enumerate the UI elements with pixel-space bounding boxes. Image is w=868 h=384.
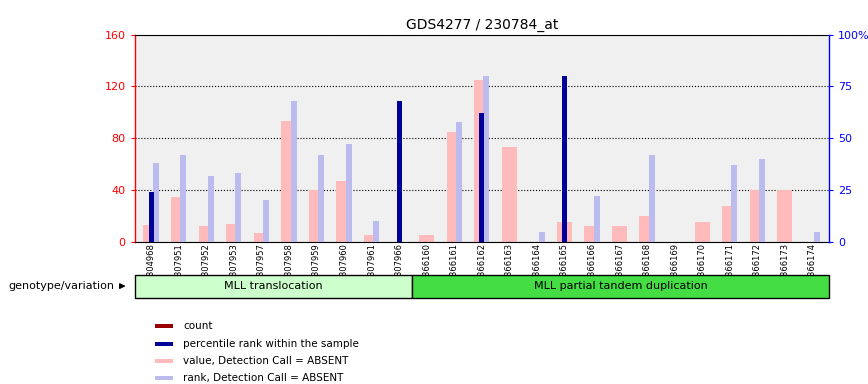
Bar: [337, 181, 352, 242]
Text: MLL partial tandem duplication: MLL partial tandem duplication: [534, 281, 707, 291]
Bar: [483, 76, 490, 242]
Bar: [750, 190, 765, 242]
Bar: [447, 132, 462, 242]
Bar: [732, 165, 738, 242]
Bar: [345, 144, 352, 242]
Bar: [291, 101, 297, 242]
Bar: [155, 376, 173, 380]
Text: genotype/variation: genotype/variation: [9, 281, 115, 291]
Bar: [557, 222, 572, 242]
Bar: [153, 163, 159, 242]
Bar: [263, 200, 269, 242]
Bar: [135, 275, 412, 298]
Bar: [181, 155, 187, 242]
Bar: [640, 216, 654, 242]
Bar: [281, 121, 297, 242]
Bar: [759, 159, 765, 242]
Bar: [143, 225, 159, 242]
Bar: [207, 175, 214, 242]
Text: rank, Detection Call = ABSENT: rank, Detection Call = ABSENT: [183, 373, 344, 383]
Bar: [373, 221, 379, 242]
Text: MLL translocation: MLL translocation: [224, 281, 323, 291]
Bar: [474, 80, 490, 242]
Bar: [309, 190, 324, 242]
Bar: [318, 155, 324, 242]
Bar: [253, 233, 269, 242]
Bar: [155, 359, 173, 363]
Bar: [235, 174, 241, 242]
Bar: [722, 206, 737, 242]
Text: percentile rank within the sample: percentile rank within the sample: [183, 339, 359, 349]
Bar: [562, 86, 567, 242]
Bar: [594, 196, 600, 242]
Bar: [419, 235, 434, 242]
Bar: [412, 275, 829, 298]
Bar: [612, 227, 627, 242]
Text: value, Detection Call = ABSENT: value, Detection Call = ABSENT: [183, 356, 349, 366]
Bar: [814, 232, 820, 242]
Bar: [227, 224, 241, 242]
Bar: [155, 324, 173, 328]
Bar: [456, 122, 462, 242]
Text: count: count: [183, 321, 213, 331]
Bar: [397, 151, 402, 242]
Bar: [397, 101, 402, 242]
Bar: [648, 155, 654, 242]
Bar: [364, 235, 379, 242]
Bar: [502, 147, 516, 242]
Bar: [171, 197, 187, 242]
Bar: [479, 113, 484, 242]
Bar: [584, 227, 600, 242]
Title: GDS4277 / 230784_at: GDS4277 / 230784_at: [405, 18, 558, 32]
Bar: [538, 232, 544, 242]
Bar: [148, 192, 154, 242]
Bar: [694, 222, 710, 242]
Bar: [199, 227, 214, 242]
Bar: [479, 147, 484, 242]
Bar: [562, 76, 567, 242]
Bar: [777, 190, 792, 242]
Bar: [155, 342, 173, 346]
